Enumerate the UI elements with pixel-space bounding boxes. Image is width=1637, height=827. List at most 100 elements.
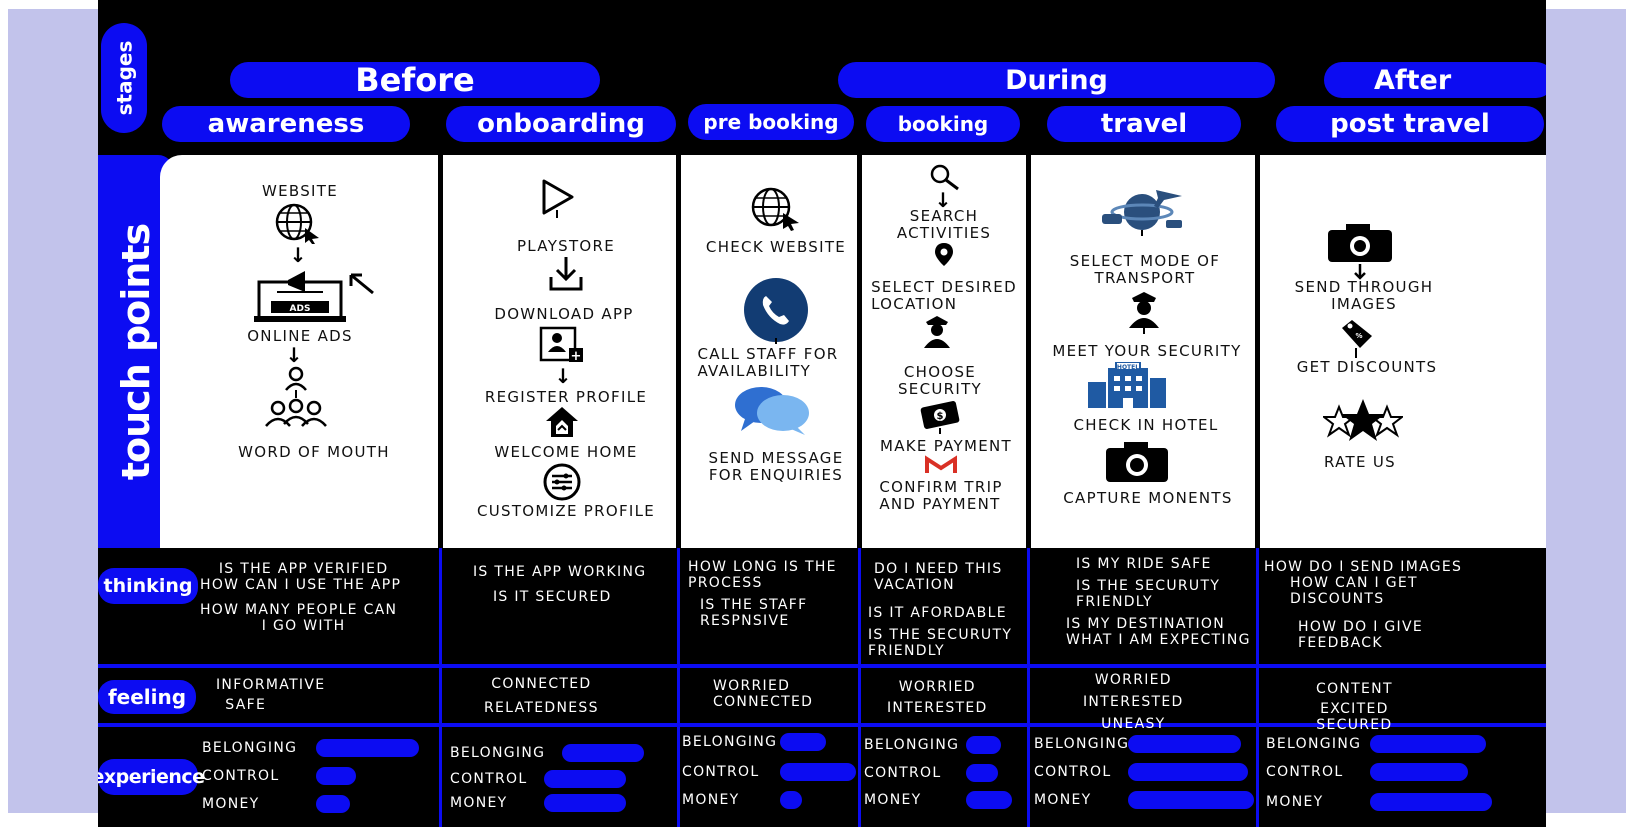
experience-belonging-label: BELONGING	[682, 734, 778, 750]
experience-control-label: CONTROL	[1034, 764, 1112, 780]
touchpoint-send-images: SEND THROUGH IMAGES	[1295, 279, 1434, 313]
feeling-word: WORRIED	[898, 679, 976, 695]
experience-belonging-label: BELONGING	[1034, 736, 1130, 752]
feeling-post-travel: CONTENT EXCITED SECURED	[1316, 681, 1393, 733]
touchpoint-label: CAPTURE MONENTS	[1063, 489, 1233, 507]
thought-line: IS IT AFORDABLE	[868, 605, 1007, 621]
touchpoint-column-awareness	[160, 155, 438, 548]
experience-belonging-label: BELONGING	[202, 740, 298, 756]
feeling-awareness: INFORMATIVE SAFE	[216, 677, 325, 713]
thought-line: I GO WITH	[261, 618, 346, 634]
camera-icon	[1328, 224, 1392, 280]
experience-belonging-bar-awareness	[316, 739, 419, 757]
touchpoint-label: MEET YOUR SECURITY	[1052, 342, 1242, 360]
touchpoint-label: SELECT DESIRED	[871, 278, 1017, 296]
touchpoint-label: ONLINE ADS	[247, 327, 353, 345]
experience-control-bar-post-travel	[1370, 763, 1468, 781]
touchpoint-label: CHECK IN HOTEL	[1073, 416, 1219, 434]
feeling-word: WORRIED	[713, 678, 791, 694]
touchpoint-label: SEARCH	[909, 207, 979, 225]
search-icon	[930, 164, 959, 191]
feeling-pre-booking: WORRIED CONNECTED	[713, 678, 813, 710]
thought-line: PROCESS	[688, 575, 763, 591]
touchpoint-capture-moments: CAPTURE MONENTS	[1063, 490, 1232, 507]
thought-line: VACATION	[874, 577, 955, 593]
experience-money-label: MONEY	[864, 792, 922, 808]
svg-text:ADS: ADS	[290, 304, 311, 314]
experience-belonging-bar-travel	[1128, 735, 1241, 753]
touchpoint-label: AVAILABILITY	[697, 362, 812, 380]
column-divider	[1256, 548, 1259, 827]
touchpoint-label: SELECT MODE OF	[1069, 252, 1221, 270]
stage-travel: travel	[1047, 106, 1241, 142]
column-divider	[858, 548, 861, 827]
touchpoint-label: MAKE PAYMENT	[879, 437, 1013, 455]
thinking-booking: DO I NEED THIS VACATION IS IT AFORDABLE …	[868, 561, 1012, 659]
feeling-word: SAFE	[225, 697, 267, 713]
camera-icon	[1106, 442, 1168, 482]
security-guard-icon	[1129, 292, 1159, 334]
experience-belonging-bar-pre-booking	[780, 733, 826, 751]
feeling-word: CONTENT	[1316, 681, 1393, 697]
stages-label-pill: stages	[101, 23, 147, 133]
touchpoint-label: CUSTOMIZE PROFILE	[476, 502, 656, 520]
feeling-booking: WORRIED INTERESTED	[887, 679, 988, 716]
touchpoint-playstore: PLAYSTORE	[517, 238, 615, 255]
touchpoint-label: CHECK WEBSITE	[705, 238, 847, 256]
phase-after: After	[1324, 62, 1546, 98]
svg-text:HOTEL: HOTEL	[1117, 364, 1139, 371]
thinking-travel: IS MY RIDE SAFE IS THE SECURUTY FRIENDLY…	[1066, 556, 1251, 648]
thought-line: FRIENDLY	[1076, 594, 1153, 610]
thought-line: IS MY DESTINATION	[1066, 616, 1225, 632]
thought-line: HOW DO I SEND IMAGES	[1264, 559, 1463, 575]
stage-booking: booking	[866, 106, 1020, 142]
row-divider	[98, 664, 1546, 668]
stage-onboarding: onboarding	[446, 106, 676, 142]
experience-belonging-bar-onboarding	[562, 744, 644, 762]
touchpoint-choose-security: CHOOSE SECURITY	[898, 364, 982, 398]
touchpoint-send-message: SEND MESSAGE FOR ENQUIRIES	[709, 450, 844, 484]
experience-control-bar-travel	[1128, 763, 1248, 781]
touchpoint-label: DOWNLOAD APP	[494, 305, 634, 323]
column-divider	[439, 548, 442, 827]
experience-money-label: MONEY	[202, 796, 260, 812]
touchpoint-label: PLAYSTORE	[516, 237, 616, 255]
thought-line: HOW DO I GIVE	[1298, 619, 1423, 635]
thought-line: IS THE SECURUTY	[868, 627, 1013, 643]
feeling-word: UNEASY	[1101, 716, 1166, 732]
experience-belonging-bar-post-travel	[1370, 735, 1486, 753]
feeling-word: INFORMATIVE	[216, 677, 326, 693]
touchpoint-column-post-travel	[1260, 155, 1546, 548]
touchpoint-select-location: SELECT DESIRED LOCATION	[871, 279, 1017, 313]
globe-cursor-icon	[751, 187, 799, 231]
thought-line: IS MY RIDE SAFE	[1076, 556, 1212, 572]
stages-label: stages	[112, 40, 136, 116]
touchpoint-check-in-hotel: CHECK IN HOTEL	[1073, 417, 1218, 434]
experience-control-bar-onboarding	[544, 770, 626, 788]
chat-bubbles-icon	[735, 387, 809, 435]
experience-money-label: MONEY	[1266, 794, 1324, 810]
left-side-panel	[8, 9, 98, 813]
touchpoint-rate-us: RATE US	[1324, 454, 1396, 471]
thought-line: IS THE SECURUTY	[1076, 578, 1221, 594]
settings-sliders-icon	[543, 463, 581, 501]
thinking-pre-booking: HOW LONG IS THE PROCESS IS THE STAFF RES…	[688, 559, 837, 629]
touchpoint-label: WELCOME HOME	[494, 443, 638, 461]
thought-line: WHAT I AM EXPECTING	[1066, 632, 1251, 648]
touchpoint-meet-security: MEET YOUR SECURITY	[1052, 343, 1241, 360]
thinking-post-travel: HOW DO I SEND IMAGES HOW CAN I GET DISCO…	[1264, 559, 1462, 651]
flow-arrow: ↓	[289, 243, 307, 267]
feeling-word: WORRIED	[1094, 672, 1172, 688]
experience-control-label: CONTROL	[1266, 764, 1344, 780]
column-divider	[1027, 548, 1030, 827]
download-icon	[549, 257, 583, 291]
experience-control-bar-pre-booking	[780, 763, 856, 781]
thought-line: DO I NEED THIS	[874, 561, 1003, 577]
flow-arrow: ↓	[285, 343, 303, 367]
thought-line: RESPNSIVE	[700, 613, 790, 629]
experience-money-label: MONEY	[450, 795, 508, 811]
experience-control-label: CONTROL	[202, 768, 280, 784]
touchpoint-label: WEBSITE	[261, 182, 339, 200]
thinking-label: thinking	[98, 568, 198, 604]
home-icon	[546, 407, 578, 437]
